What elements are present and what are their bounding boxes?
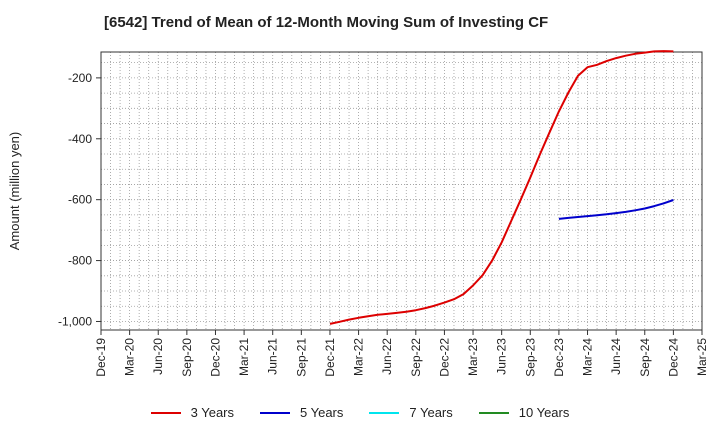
legend-item-7-years: 7 Years — [369, 405, 453, 420]
legend-item-5-years: 5 Years — [260, 405, 343, 420]
x-tick-label: Mar-25 — [695, 338, 709, 376]
legend: 3 Years 5 Years 7 Years 10 Years — [0, 405, 720, 420]
x-tick-label: Sep-20 — [180, 338, 194, 377]
x-tick-label: Mar-20 — [123, 338, 137, 376]
x-tick-label: Dec-21 — [323, 338, 337, 377]
x-tick-label: Jun-23 — [495, 338, 509, 375]
series-line-5-years — [558, 199, 674, 220]
y-tick-label: -400 — [68, 132, 92, 146]
x-tick-label: Sep-23 — [523, 338, 537, 377]
x-tick-label: Dec-23 — [552, 338, 566, 377]
x-tick-label: Sep-24 — [638, 338, 652, 377]
legend-label: 3 Years — [190, 405, 234, 420]
chart-title: [6542] Trend of Mean of 12-Month Moving … — [104, 14, 549, 31]
legend-swatch — [260, 411, 290, 414]
legend-swatch — [369, 411, 400, 414]
legend-label: 10 Years — [518, 405, 570, 420]
x-tick-label: Jun-22 — [380, 338, 394, 375]
x-tick-label: Mar-23 — [466, 338, 480, 376]
plot-frame — [100, 51, 703, 331]
y-tick-label: -600 — [68, 193, 92, 207]
x-tick-label: Dec-19 — [94, 338, 108, 377]
legend-swatch — [478, 411, 509, 414]
legend-label: 7 Years — [409, 405, 453, 420]
x-tick-label: Dec-22 — [437, 338, 451, 377]
x-tick-label: Dec-20 — [208, 338, 222, 377]
legend-label: 5 Years — [300, 405, 344, 420]
x-tick-label: Sep-21 — [294, 338, 308, 377]
legend-item-3-years: 3 Years — [150, 405, 234, 420]
legend-swatch — [150, 411, 181, 414]
y-tick-label: -800 — [68, 254, 92, 268]
x-tick-label: Jun-24 — [609, 338, 623, 375]
x-tick-label: Jun-20 — [151, 338, 165, 375]
x-tick-label: Jun-21 — [266, 338, 280, 375]
y-tick-label: -200 — [68, 71, 92, 85]
y-axis-label: Amount (million yen) — [7, 132, 22, 251]
x-tick-label: Dec-24 — [666, 338, 680, 377]
legend-item-10-years: 10 Years — [478, 405, 570, 420]
x-tick-label: Sep-22 — [409, 338, 423, 377]
series-line-3-years — [329, 50, 674, 325]
x-tick-label: Mar-22 — [352, 338, 366, 376]
y-tick-label: -1,000 — [58, 314, 92, 328]
x-tick-label: Mar-21 — [237, 338, 251, 376]
x-tick-label: Mar-24 — [581, 338, 595, 376]
